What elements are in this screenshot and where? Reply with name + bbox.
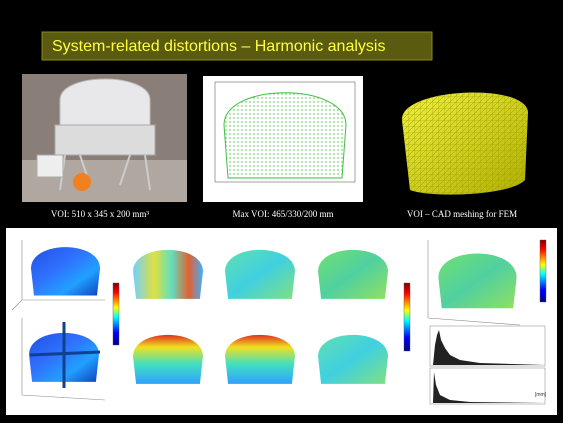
page: System-related distortions – Harmonic an… bbox=[0, 0, 563, 423]
caption: VOI – CAD meshing for FEM bbox=[407, 209, 517, 219]
axis-unit: [mm] bbox=[535, 392, 547, 398]
caption: VOI: 510 x 345 x 200 mm³ bbox=[51, 209, 149, 219]
slide: System-related distortions – Harmonic an… bbox=[0, 0, 563, 423]
caption: Max VOI: 465/330/200 mm bbox=[232, 209, 333, 219]
cad-mesh bbox=[402, 92, 528, 194]
point-plot bbox=[203, 76, 363, 202]
slide-title: System-related distortions – Harmonic an… bbox=[52, 38, 385, 55]
photo bbox=[22, 74, 187, 202]
